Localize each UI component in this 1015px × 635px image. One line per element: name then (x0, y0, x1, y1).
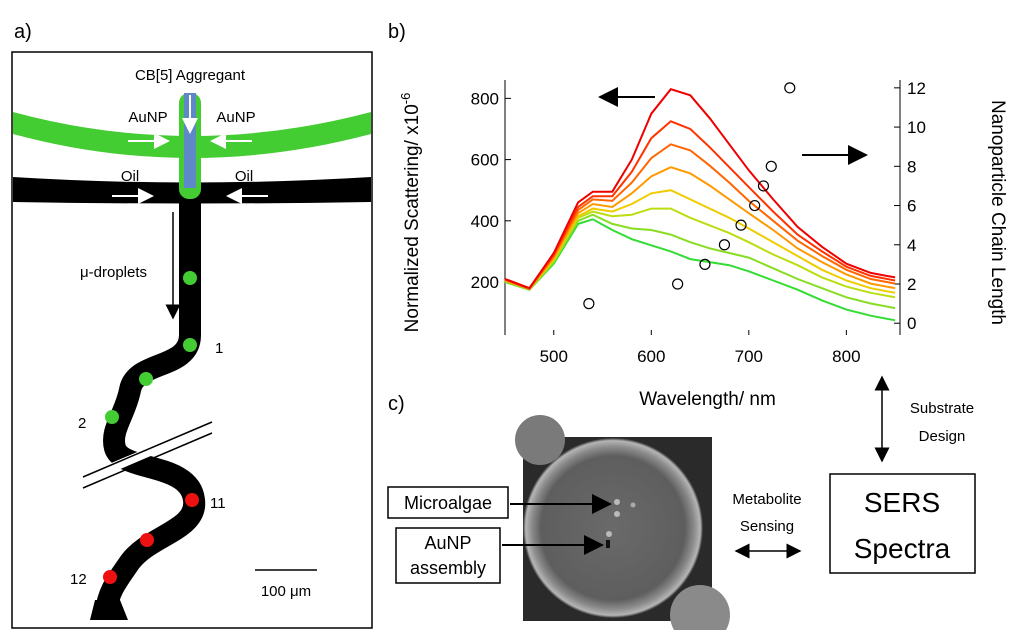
y-tick-label: 600 (471, 151, 499, 170)
label: Substrate (910, 400, 974, 417)
label: assembly (410, 558, 486, 578)
panel-frame (11, 51, 373, 629)
label: 1 (215, 340, 223, 357)
droplet (183, 338, 197, 352)
x-axis-label: Wavelength/ nm (639, 389, 776, 410)
label: SERS (864, 487, 940, 518)
droplet-image (515, 415, 565, 465)
panel-label: a) (14, 21, 32, 43)
label: μ-droplets (80, 264, 147, 281)
x-tick-label: 500 (540, 347, 568, 366)
cell (630, 502, 636, 508)
label: AuNP (216, 109, 255, 126)
label-box (387, 486, 509, 519)
break-mark (82, 421, 213, 478)
x-tick-label: 800 (832, 347, 860, 366)
droplet (139, 372, 153, 386)
cell (614, 511, 620, 517)
serpentine-channel (95, 200, 206, 614)
spectrum-line (504, 207, 896, 299)
y2-tick-label: 2 (907, 275, 916, 294)
y2-tick-label: 0 (907, 314, 916, 333)
y-tick-label: 400 (471, 212, 499, 231)
label: 2 (78, 415, 86, 432)
chain-length-point (735, 219, 747, 231)
label: Metabolite (732, 491, 801, 508)
label: Sensing (740, 518, 794, 535)
y-tick-label: 200 (471, 273, 499, 292)
label: Microalgae (404, 493, 492, 513)
chain-length-point (784, 82, 796, 94)
spectrum-line (504, 218, 896, 322)
y-tick-label: 800 (471, 89, 499, 108)
label: Oil (121, 168, 139, 185)
droplet (183, 271, 197, 285)
droplet (140, 533, 154, 547)
droplet-image (523, 438, 703, 618)
outlet (90, 600, 128, 620)
spectrum-line (504, 143, 896, 291)
droplet (105, 410, 119, 424)
cell (614, 499, 620, 505)
chain-length-point (699, 258, 711, 270)
panel-label: c) (388, 393, 405, 415)
label: Spectra (854, 533, 951, 564)
cell (606, 531, 612, 537)
chain-length-point (765, 160, 777, 172)
droplet (103, 570, 117, 584)
y-axis-label-exponent: -6 (398, 93, 413, 105)
label: 12 (70, 571, 87, 588)
y-axis-label-text: Normalized Scattering/ x10 (402, 104, 423, 332)
panel-label: b) (388, 21, 406, 43)
spectrum-line (504, 213, 896, 310)
label: Design (919, 428, 966, 445)
label: 11 (210, 495, 226, 512)
y-axis-label: Normalized Scattering/ x10-6 (398, 93, 423, 333)
x-tick-label: 700 (735, 347, 763, 366)
droplet-image (670, 585, 730, 635)
droplet (185, 493, 199, 507)
chain-length-point (672, 278, 684, 290)
y2-tick-label: 8 (907, 157, 916, 176)
spectrum-line (504, 166, 896, 290)
y2-axis-label: Nanoparticle Chain Length (987, 100, 1008, 325)
aggregant-channel (184, 93, 196, 188)
label-box (395, 527, 501, 584)
break-mark (82, 432, 213, 489)
spectrum-line (504, 120, 896, 290)
aunp-channel (13, 112, 371, 158)
break-mark (81, 420, 214, 485)
y2-tick-label: 4 (907, 236, 916, 255)
label: Oil (235, 168, 253, 185)
label: CB[5] Aggregant (135, 67, 246, 84)
chart: 200 400 600 800 0 2 4 6 8 10 12 500 600 700 800 Wavelen… (398, 79, 1008, 410)
y2-tick-label: 6 (907, 197, 916, 216)
y2-tick-label: 10 (907, 118, 926, 137)
assembly (606, 540, 610, 548)
label: AuNP (424, 533, 471, 553)
y2-tick-label: 12 (907, 79, 926, 98)
chain-length-point (718, 239, 731, 251)
chain-length-point (583, 298, 595, 310)
label-box (829, 473, 976, 574)
chain-length-point (749, 199, 761, 212)
label: 100 μm (261, 583, 311, 600)
spectrum-line (504, 189, 896, 294)
label: AuNP (128, 109, 167, 126)
spectrum-line (504, 88, 896, 290)
x-tick-label: 600 (637, 347, 665, 366)
chain-length-point (757, 180, 770, 192)
